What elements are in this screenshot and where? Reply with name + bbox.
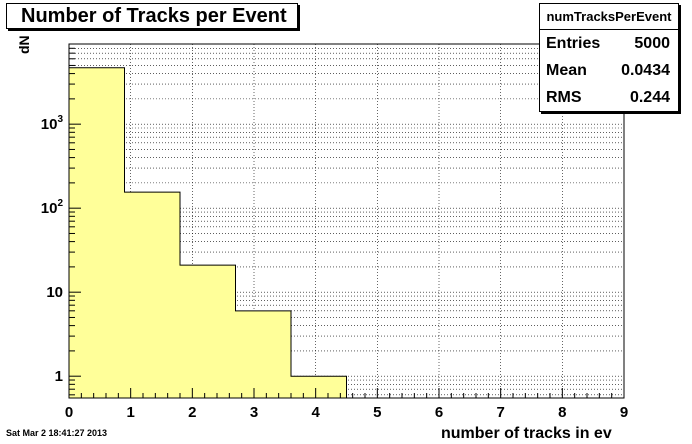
stats-row-entries: Entries 5000: [540, 30, 678, 57]
x-tick-label: 0: [65, 404, 73, 421]
stats-value: 0.0434: [621, 61, 670, 79]
histogram-bin: [69, 67, 125, 399]
histogram-bin: [291, 376, 347, 398]
stats-box: numTracksPerEvent Entries 5000 Mean 0.04…: [539, 3, 679, 112]
stats-value: 0.244: [629, 88, 670, 106]
y-tick-label: 1: [55, 368, 63, 385]
stats-label: Entries: [546, 34, 601, 52]
x-tick-label: 6: [435, 404, 443, 421]
chart-title: Number of Tracks per Event: [6, 3, 298, 29]
x-tick-label: 3: [250, 404, 258, 421]
x-tick-label: 8: [558, 404, 566, 421]
y-tick-label: 10: [46, 284, 63, 301]
stats-value: 5000: [634, 34, 670, 52]
x-tick-label: 5: [373, 404, 381, 421]
histogram-bars: [68, 67, 347, 399]
x-axis-label: number of tracks in ev: [441, 425, 612, 442]
y-tick-label: 103: [41, 114, 64, 133]
histogram-bin: [235, 310, 291, 398]
histogram-outline: [68, 67, 347, 398]
stats-histogram-name: numTracksPerEvent: [540, 4, 678, 30]
y-axis: 1 10 102 103: [41, 47, 81, 396]
stats-row-rms: RMS 0.244: [540, 84, 678, 111]
x-tick-label: 1: [126, 404, 134, 421]
timestamp: Sat Mar 2 18:41:27 2013: [6, 428, 108, 438]
x-tick-label: 7: [496, 404, 504, 421]
histogram-bin: [124, 192, 180, 398]
stats-row-mean: Mean 0.0434: [540, 57, 678, 84]
x-axis: 0 1 2 3 4 5 6 7 8 9: [65, 388, 628, 421]
stats-label: Mean: [546, 61, 587, 79]
stats-label: RMS: [546, 88, 582, 106]
histogram-bin: [180, 265, 236, 398]
x-tick-label: 4: [311, 404, 320, 421]
grid-lines: [69, 44, 624, 398]
x-tick-label: 9: [620, 404, 628, 421]
x-tick-label: 2: [188, 404, 196, 421]
y-tick-label: 102: [41, 198, 64, 217]
y-axis-label: dN: [16, 35, 32, 54]
